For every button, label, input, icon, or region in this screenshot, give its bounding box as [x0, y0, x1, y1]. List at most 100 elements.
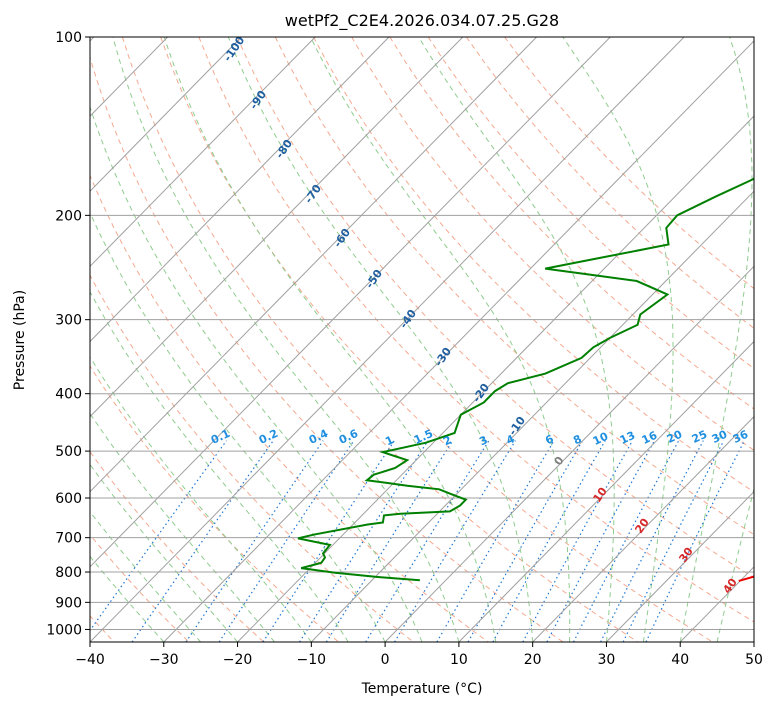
moist-adiabats: [90, 37, 754, 642]
mixing-ratio-line: [436, 440, 555, 642]
mixing-ratio-label: 13: [618, 429, 637, 447]
isotherm-line: [606, 491, 754, 642]
mixing-ratio-line: [325, 440, 454, 642]
isotherm-line: [90, 37, 537, 493]
mixing-ratio-label: 0.4: [307, 427, 330, 447]
dry-adiabat-line: [274, 37, 754, 536]
mixing-ratio-line: [645, 440, 745, 642]
isotherm-line: [90, 37, 685, 642]
dewpoint-profile: [297, 177, 754, 582]
plot-area: -100-90-80-70-60-50-40-30-20-10010203040…: [90, 34, 754, 642]
isotherm-line: [90, 37, 464, 418]
mixing-ratio-line: [572, 440, 680, 642]
y-axis-ticks: 100 200 300 400 500 600 700 800 900 1000: [46, 30, 90, 638]
dry-adiabat-line: [313, 37, 754, 493]
mixing-ratio-label: 16: [640, 429, 660, 447]
mixing-ratio-label: 2: [441, 433, 453, 448]
dry-adiabat-label: -90: [247, 88, 269, 112]
x-tick-label: 0: [381, 652, 390, 668]
x-tick-label: −20: [223, 652, 253, 668]
y-tick-label: 500: [55, 444, 82, 460]
mixing-ratio-line: [522, 440, 634, 642]
mixing-ratio-label: 0.6: [337, 427, 360, 447]
isotherm-line: [384, 265, 754, 642]
dry-adiabat-line: [504, 37, 754, 290]
dry-adiabat-line: [236, 37, 754, 579]
dry-adiabat-label: 40: [720, 576, 740, 596]
x-tick-label: 40: [671, 652, 689, 668]
dry-adiabat-label: -100: [221, 34, 248, 64]
dry-adiabat-label: 30: [676, 545, 696, 565]
x-axis-label: Temperature (°C): [361, 681, 483, 697]
dry-adiabat-label: 0: [552, 454, 567, 468]
moist-adiabat-line: [90, 412, 275, 642]
y-tick-label: 200: [55, 208, 82, 224]
moist-adiabat-line: [562, 37, 674, 642]
y-tick-label: 900: [55, 595, 82, 611]
mixing-ratio-line: [90, 440, 227, 632]
x-tick-label: −30: [149, 652, 179, 668]
dry-adiabat-line: [389, 37, 754, 410]
x-tick-label: 20: [524, 652, 542, 668]
mixing-ratio-lines: [90, 440, 745, 642]
moist-adiabat-line: [112, 37, 460, 642]
y-tick-label: 700: [55, 531, 82, 547]
temperature-profile: [738, 575, 754, 582]
moist-adiabat-line: [90, 555, 165, 642]
mixing-ratio-label: 0.1: [209, 427, 232, 447]
x-tick-label: 10: [450, 652, 468, 668]
moist-adiabat-line: [90, 355, 312, 642]
x-tick-label: −10: [297, 652, 327, 668]
mixing-ratio-line: [546, 440, 656, 642]
moist-adiabat-line: [679, 37, 753, 642]
plot-frame: [89, 36, 755, 643]
dry-adiabat-label: -50: [363, 267, 385, 291]
isotherm-line: [679, 566, 754, 642]
dry-adiabat-line: [90, 174, 489, 642]
y-tick-label: 300: [55, 313, 82, 329]
dry-adiabats: [90, 37, 754, 642]
isotherm-line: [532, 415, 754, 642]
dry-adiabat-line: [121, 37, 639, 642]
mixing-ratio-label: 10: [591, 430, 611, 448]
mixing-ratio-label: 36: [731, 428, 751, 446]
mixing-ratio-label: 0.2: [257, 427, 280, 447]
x-axis-ticks: −40 −30 −20 −10 0 10 20 30 40 50: [75, 642, 763, 668]
moist-adiabat-line: [90, 510, 202, 642]
mixing-ratio-line: [467, 440, 584, 642]
dry-adiabat-label: -80: [273, 137, 295, 161]
moist-adiabat-line: [716, 487, 754, 642]
mixing-ratio-line: [622, 440, 725, 642]
isotherm-line: [90, 37, 316, 268]
y-tick-label: 1000: [46, 622, 82, 638]
dry-adiabat-label: -70: [302, 182, 324, 206]
dry-adiabat-line: [351, 37, 754, 451]
dry-adiabat-label: -60: [331, 226, 353, 250]
mixing-ratio-line: [131, 440, 274, 642]
moist-adiabat-line: [90, 290, 349, 642]
y-tick-label: 800: [55, 565, 82, 581]
dry-adiabat-line: [90, 274, 414, 642]
x-tick-label: 30: [598, 652, 616, 668]
chart-title: wetPf2_C2E4.2026.034.07.25.G28: [285, 11, 559, 31]
dry-adiabat-label: 10: [590, 485, 610, 505]
mixing-ratio-line: [218, 440, 355, 642]
sounding-profiles: [297, 177, 754, 582]
isotherm-line: [458, 340, 754, 642]
moist-adiabat-line: [90, 211, 386, 642]
dry-adiabat-line: [90, 533, 190, 642]
mixing-ratio-label: 3: [477, 433, 489, 448]
mixing-ratio-line: [365, 440, 490, 642]
mixing-ratio-label: 20: [665, 428, 685, 446]
mixing-ratio-label: 6: [543, 432, 556, 447]
isotherm-line: [753, 641, 754, 642]
mixing-ratio-label: 25: [690, 428, 709, 446]
isotherm-line: [90, 37, 242, 192]
isotherm-line: [90, 37, 390, 343]
isotherm-line: [90, 37, 611, 568]
moist-adiabat-line: [90, 463, 238, 642]
x-tick-label: −40: [75, 652, 105, 668]
mixing-ratio-label: 30: [710, 428, 730, 446]
moist-adiabat-line: [227, 37, 534, 642]
